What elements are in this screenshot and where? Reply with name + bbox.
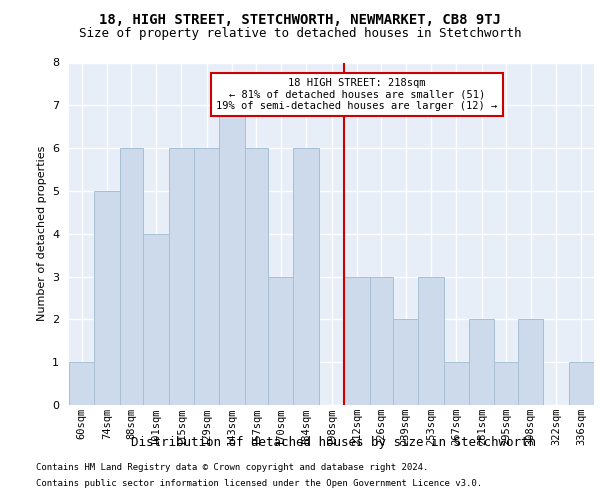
Bar xyxy=(370,276,393,405)
Bar xyxy=(69,362,94,405)
Bar xyxy=(418,276,444,405)
Text: 18, HIGH STREET, STETCHWORTH, NEWMARKET, CB8 9TJ: 18, HIGH STREET, STETCHWORTH, NEWMARKET,… xyxy=(99,12,501,26)
Bar xyxy=(268,276,293,405)
Bar xyxy=(119,148,143,405)
Bar xyxy=(494,362,518,405)
Text: Distribution of detached houses by size in Stetchworth: Distribution of detached houses by size … xyxy=(131,436,536,449)
Text: Size of property relative to detached houses in Stetchworth: Size of property relative to detached ho… xyxy=(79,28,521,40)
Bar xyxy=(245,148,268,405)
Text: 18 HIGH STREET: 218sqm
← 81% of detached houses are smaller (51)
19% of semi-det: 18 HIGH STREET: 218sqm ← 81% of detached… xyxy=(216,78,497,111)
Bar xyxy=(169,148,194,405)
Bar xyxy=(469,320,494,405)
Bar xyxy=(94,191,119,405)
Bar xyxy=(444,362,469,405)
Bar xyxy=(393,320,418,405)
Bar xyxy=(143,234,169,405)
Text: Contains public sector information licensed under the Open Government Licence v3: Contains public sector information licen… xyxy=(36,478,482,488)
Bar xyxy=(344,276,370,405)
Bar xyxy=(569,362,594,405)
Bar xyxy=(219,106,245,405)
Y-axis label: Number of detached properties: Number of detached properties xyxy=(37,146,47,322)
Bar xyxy=(518,320,544,405)
Text: Contains HM Land Registry data © Crown copyright and database right 2024.: Contains HM Land Registry data © Crown c… xyxy=(36,464,428,472)
Bar xyxy=(293,148,319,405)
Bar xyxy=(194,148,219,405)
